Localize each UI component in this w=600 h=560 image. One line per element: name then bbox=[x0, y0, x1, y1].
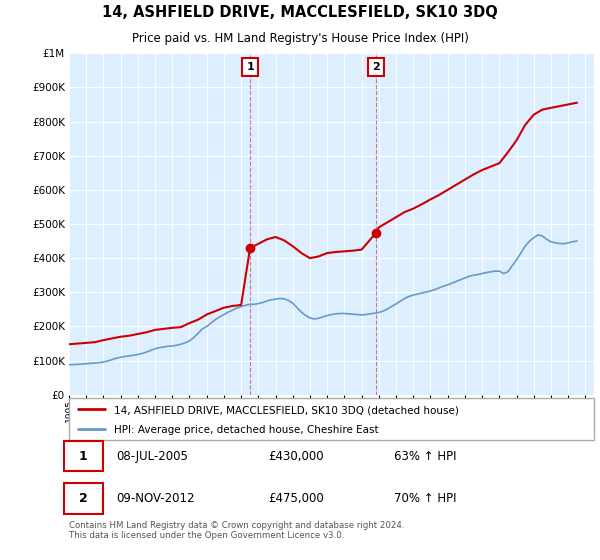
Text: £430,000: £430,000 bbox=[269, 450, 324, 463]
Text: 63% ↑ HPI: 63% ↑ HPI bbox=[395, 450, 457, 463]
Text: 14, ASHFIELD DRIVE, MACCLESFIELD, SK10 3DQ (detached house): 14, ASHFIELD DRIVE, MACCLESFIELD, SK10 3… bbox=[113, 405, 458, 415]
Text: 2: 2 bbox=[373, 62, 380, 72]
Text: 08-JUL-2005: 08-JUL-2005 bbox=[116, 450, 188, 463]
Text: 1: 1 bbox=[79, 450, 88, 463]
Text: 1: 1 bbox=[246, 62, 254, 72]
Text: 09-NOV-2012: 09-NOV-2012 bbox=[116, 492, 195, 505]
Text: 14, ASHFIELD DRIVE, MACCLESFIELD, SK10 3DQ: 14, ASHFIELD DRIVE, MACCLESFIELD, SK10 3… bbox=[102, 4, 498, 20]
Text: Price paid vs. HM Land Registry's House Price Index (HPI): Price paid vs. HM Land Registry's House … bbox=[131, 32, 469, 45]
FancyBboxPatch shape bbox=[69, 398, 594, 440]
Text: 2: 2 bbox=[79, 492, 88, 505]
Text: £475,000: £475,000 bbox=[269, 492, 324, 505]
Text: HPI: Average price, detached house, Cheshire East: HPI: Average price, detached house, Ches… bbox=[113, 425, 378, 435]
FancyBboxPatch shape bbox=[64, 441, 103, 472]
Text: Contains HM Land Registry data © Crown copyright and database right 2024.
This d: Contains HM Land Registry data © Crown c… bbox=[69, 521, 404, 540]
Text: 70% ↑ HPI: 70% ↑ HPI bbox=[395, 492, 457, 505]
FancyBboxPatch shape bbox=[64, 483, 103, 514]
